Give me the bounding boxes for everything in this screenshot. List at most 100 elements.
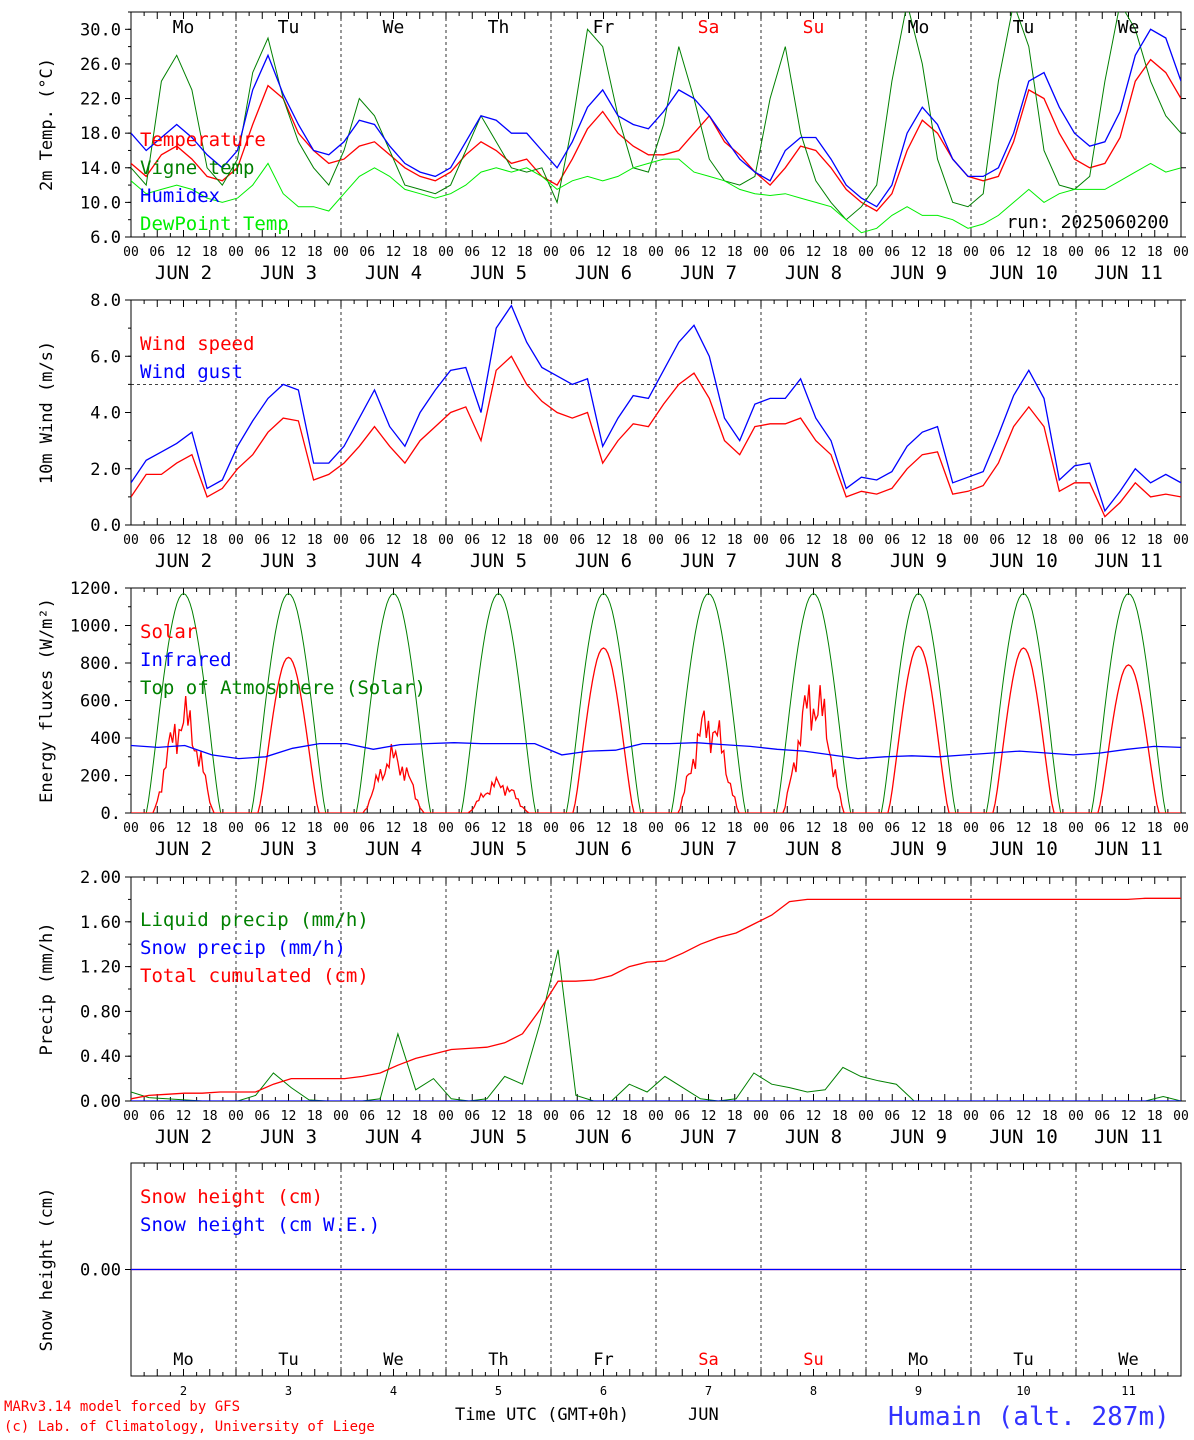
- day-name: Mo: [908, 1350, 928, 1370]
- legend-entry: Infrared: [140, 649, 232, 671]
- hour-label: 06: [674, 245, 690, 260]
- hour-label: 00: [1173, 245, 1189, 260]
- hour-label: 12: [911, 245, 927, 260]
- hour-label: 00: [123, 821, 139, 836]
- day-name: We: [1118, 1350, 1138, 1370]
- hour-label: 06: [464, 821, 480, 836]
- day-name: We: [383, 17, 405, 38]
- hour-label: 06: [149, 245, 165, 260]
- hour-label: 18: [307, 1109, 323, 1124]
- hour-label: 06: [674, 1109, 690, 1124]
- hour-label: 00: [333, 245, 349, 260]
- hour-label: 00: [1173, 533, 1189, 548]
- y-tick-label: 0.40: [80, 1047, 121, 1067]
- hour-label: 06: [779, 245, 795, 260]
- hour-label: 06: [989, 533, 1005, 548]
- hour-label: 18: [1042, 1109, 1058, 1124]
- y-tick-label: 26.0: [80, 55, 121, 75]
- hour-label: 18: [307, 821, 323, 836]
- date-label: JUN 8: [785, 550, 842, 572]
- date-label: JUN 4: [365, 838, 422, 860]
- y-axis-title: 2m Temp. (°C): [37, 58, 57, 191]
- hour-label: 18: [202, 245, 218, 260]
- date-label: JUN 6: [575, 1126, 632, 1148]
- hour-label: 00: [1068, 245, 1084, 260]
- hour-label: 18: [832, 533, 848, 548]
- hour-label: 12: [176, 533, 192, 548]
- hour-label: 12: [806, 245, 822, 260]
- y-axis-title: Snow height (cm): [37, 1188, 57, 1352]
- day-number: 7: [705, 1384, 712, 1398]
- hour-label: 00: [963, 1109, 979, 1124]
- hour-label: 00: [543, 245, 559, 260]
- legend-entry: DewPoint Temp: [140, 213, 289, 235]
- date-label: JUN 7: [680, 1126, 737, 1148]
- series-line-wind-gust: [131, 304, 1181, 513]
- hour-label: 00: [333, 821, 349, 836]
- hour-label: 00: [753, 1109, 769, 1124]
- hour-label: 06: [359, 821, 375, 836]
- hour-label: 06: [569, 533, 585, 548]
- hour-label: 00: [648, 245, 664, 260]
- date-label: JUN 8: [785, 1126, 842, 1148]
- date-label: JUN 7: [680, 262, 737, 284]
- day-name: Tu: [1013, 1350, 1033, 1370]
- series-line-toa-solar: [131, 593, 1181, 813]
- run-label: run: 2025060200: [1006, 212, 1169, 233]
- hour-label: 06: [569, 821, 585, 836]
- y-axis-title: Energy fluxes (W/m²): [37, 598, 57, 803]
- hour-label: 18: [202, 533, 218, 548]
- hour-label: 12: [281, 821, 297, 836]
- hour-label: 18: [727, 245, 743, 260]
- hour-label: 12: [806, 1109, 822, 1124]
- hour-label: 18: [1042, 245, 1058, 260]
- y-tick-label: 0.00: [80, 1261, 121, 1281]
- date-label: JUN 10: [989, 838, 1058, 860]
- hour-label: 18: [937, 533, 953, 548]
- date-label: JUN 11: [1094, 262, 1163, 284]
- date-label: JUN 7: [680, 550, 737, 572]
- panel-frame: [130, 587, 1182, 814]
- hour-label: 00: [333, 533, 349, 548]
- legend-entry: Temperature: [140, 129, 266, 151]
- date-label: JUN 5: [470, 838, 527, 860]
- y-tick-label: 14.0: [80, 159, 121, 179]
- hour-label: 06: [1094, 245, 1110, 260]
- hour-label: 12: [386, 821, 402, 836]
- date-label: JUN 6: [575, 838, 632, 860]
- hour-label: 06: [674, 821, 690, 836]
- hour-label: 12: [386, 533, 402, 548]
- y-tick-label: 1200.: [70, 579, 121, 599]
- y-axis-title: 10m Wind (m/s): [37, 341, 57, 484]
- hour-label: 06: [989, 1109, 1005, 1124]
- hour-label: 00: [438, 245, 454, 260]
- hour-label: 12: [1016, 821, 1032, 836]
- legend-entry: Vigne temp: [140, 157, 254, 179]
- hour-label: 06: [569, 245, 585, 260]
- hour-label: 12: [176, 1109, 192, 1124]
- day-name: Mo: [908, 17, 930, 38]
- hour-label: 00: [228, 245, 244, 260]
- panel-4: [125, 876, 1186, 1102]
- day-name: Tu: [278, 17, 300, 38]
- hour-label: 18: [937, 821, 953, 836]
- hour-label: 00: [1173, 821, 1189, 836]
- hour-label: 12: [701, 1109, 717, 1124]
- y-tick-label: 18.0: [80, 124, 121, 144]
- hour-label: 00: [1068, 1109, 1084, 1124]
- date-label: JUN 5: [470, 550, 527, 572]
- hour-label: 12: [176, 245, 192, 260]
- hour-label: 18: [1147, 245, 1163, 260]
- hour-label: 12: [1016, 533, 1032, 548]
- legend-entry: Wind speed: [140, 333, 254, 355]
- hour-label: 12: [911, 821, 927, 836]
- legend-entry: Solar: [140, 621, 197, 643]
- date-label: JUN 2: [155, 262, 212, 284]
- hour-label: 06: [464, 245, 480, 260]
- series-line-total-cumulated-cm-: [131, 897, 1181, 1100]
- hour-label: 18: [202, 1109, 218, 1124]
- hour-label: 12: [281, 1109, 297, 1124]
- hour-label: 00: [123, 245, 139, 260]
